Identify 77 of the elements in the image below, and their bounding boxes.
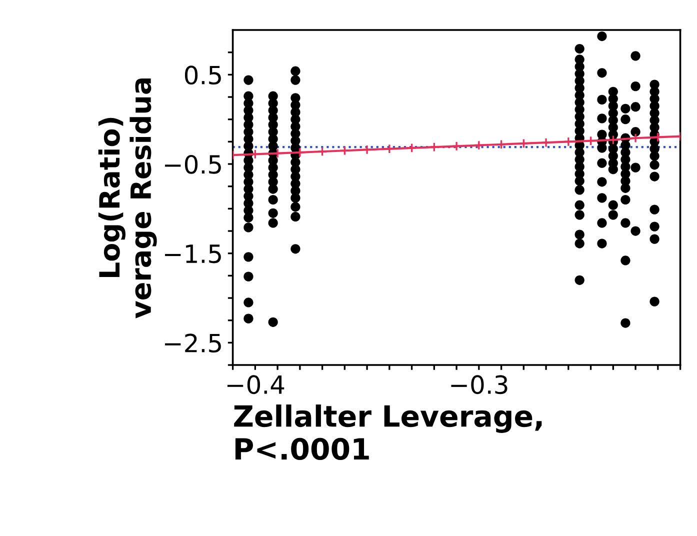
point — [290, 75, 300, 85]
x-axis-title: Zellalter Leverage, P<.0001 — [234, 404, 542, 460]
point — [630, 127, 640, 137]
point — [574, 200, 584, 210]
point — [630, 226, 640, 236]
point — [340, 146, 350, 156]
point — [290, 212, 300, 222]
y-axis-title: Log(Ratio) verage Residua — [98, 78, 157, 318]
point — [597, 68, 607, 78]
point — [597, 158, 607, 168]
point — [290, 244, 300, 254]
point — [597, 143, 607, 153]
point — [620, 256, 630, 266]
point — [650, 234, 660, 244]
point — [244, 272, 254, 282]
point — [244, 314, 254, 324]
point — [518, 138, 529, 148]
point — [244, 222, 254, 232]
point — [630, 133, 641, 144]
point — [574, 230, 584, 240]
point — [268, 194, 278, 205]
point — [290, 193, 300, 203]
point — [620, 104, 630, 114]
point — [290, 202, 300, 212]
point — [597, 218, 607, 228]
point — [608, 210, 618, 220]
point — [268, 218, 278, 228]
point — [620, 183, 630, 193]
point — [650, 222, 660, 232]
point — [650, 160, 660, 170]
point — [574, 238, 584, 248]
point — [574, 210, 584, 220]
y-tick-label: −1.5 — [165, 244, 221, 264]
x-tick-label: −0.4 — [227, 375, 284, 394]
point — [608, 164, 618, 174]
point — [268, 184, 278, 194]
point — [620, 194, 630, 205]
point — [290, 66, 300, 76]
point — [620, 318, 630, 328]
point — [541, 138, 552, 148]
y-tick-label: 0.5 — [184, 66, 221, 85]
point — [597, 31, 607, 42]
point — [630, 102, 640, 112]
point — [317, 146, 328, 157]
point — [429, 142, 440, 152]
point — [630, 81, 640, 92]
point — [650, 151, 660, 161]
point — [244, 212, 254, 222]
point — [574, 176, 584, 186]
point — [620, 114, 630, 124]
point — [597, 94, 607, 105]
point — [650, 172, 660, 182]
point — [608, 200, 618, 210]
point — [574, 275, 584, 285]
point — [574, 185, 584, 195]
point — [597, 193, 607, 203]
x-tick-label: −0.3 — [451, 375, 508, 394]
point — [630, 162, 640, 172]
point — [406, 142, 417, 153]
point — [244, 75, 254, 85]
point — [650, 296, 660, 306]
point — [268, 317, 278, 327]
y-tick-label: −2.5 — [165, 334, 221, 353]
point — [650, 204, 660, 214]
point — [268, 208, 278, 218]
point — [496, 139, 506, 150]
point — [597, 238, 607, 248]
point — [597, 177, 607, 187]
point — [474, 140, 484, 150]
y-tick-label: −0.5 — [165, 154, 221, 174]
point — [630, 51, 640, 61]
point — [294, 147, 305, 158]
point — [620, 218, 630, 228]
point — [574, 44, 584, 54]
point — [244, 252, 254, 262]
point — [244, 298, 254, 308]
point — [597, 114, 607, 124]
